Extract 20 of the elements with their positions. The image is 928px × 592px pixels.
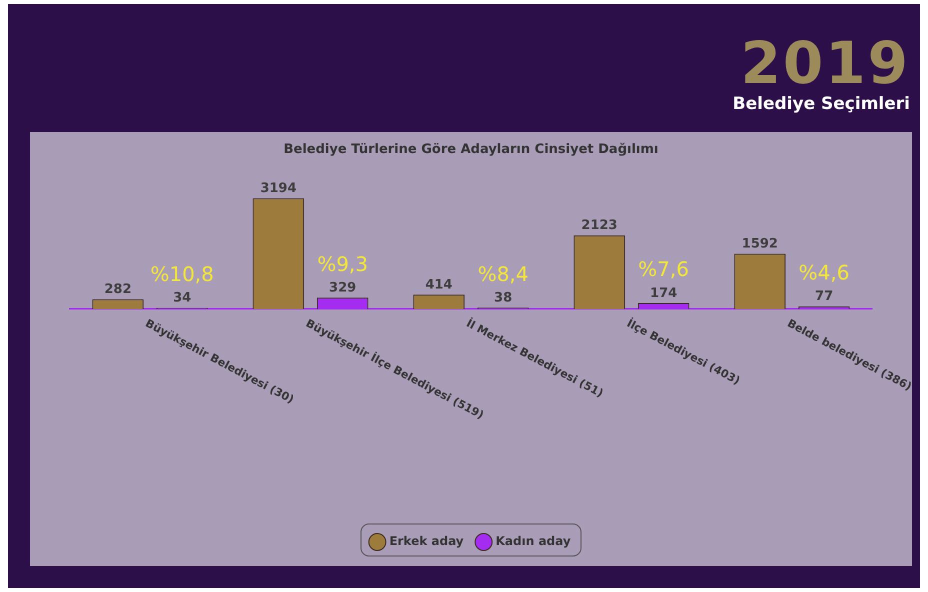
annotation: %4,6 <box>798 260 850 285</box>
data-label: 1592 <box>742 236 778 252</box>
legend-label: Erkek aday <box>389 534 464 548</box>
data-label: 38 <box>494 290 512 306</box>
annotation: %9,3 <box>317 252 368 276</box>
text: 2019 <box>740 29 910 97</box>
data-label: 329 <box>329 280 356 296</box>
annotation: %7,6 <box>638 257 689 282</box>
annotation: %8,4 <box>478 262 529 286</box>
text: Belediye Seçimleri <box>732 94 910 114</box>
legend-label: Kadın aday <box>496 534 571 548</box>
annotation: %10,8 <box>150 262 214 286</box>
data-label: 77 <box>815 289 834 304</box>
chart-title: Belediye Türlerine Göre Adayların Cinsiyet Dağılımı <box>284 142 658 158</box>
data-label: 414 <box>425 278 452 293</box>
data-label: 282 <box>104 282 132 298</box>
data-label: 34 <box>173 290 192 306</box>
data-label: 2123 <box>581 218 618 234</box>
data-label: 3194 <box>260 181 297 196</box>
data-label: 174 <box>650 286 678 301</box>
